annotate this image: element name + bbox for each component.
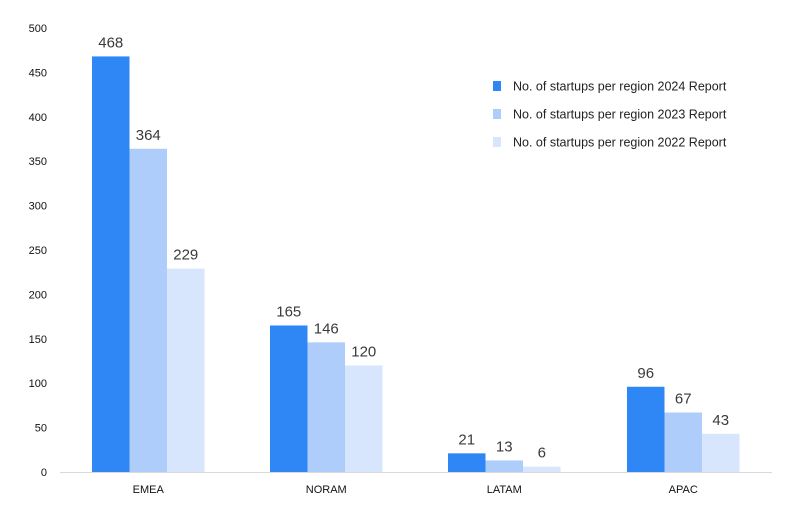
data-label: 13	[496, 438, 513, 455]
data-label: 120	[351, 343, 376, 360]
category-label: NORAM	[306, 484, 347, 496]
data-label: 146	[314, 320, 339, 337]
legend-swatch	[493, 137, 501, 147]
legend-swatch	[493, 109, 501, 119]
bar	[485, 460, 523, 472]
bar	[167, 268, 205, 472]
legend-label: No. of startups per region 2024 Report	[513, 80, 727, 94]
data-label: 6	[538, 445, 546, 462]
y-tick-label: 100	[29, 378, 47, 390]
y-tick-label: 450	[29, 67, 47, 79]
y-tick-label: 400	[29, 112, 47, 124]
bar	[664, 412, 702, 472]
category-label: EMEA	[133, 484, 165, 496]
legend-swatch	[493, 81, 501, 91]
y-tick-label: 300	[29, 201, 47, 213]
data-label: 43	[712, 412, 729, 429]
bar	[627, 386, 665, 472]
bar	[270, 325, 308, 472]
data-label: 165	[276, 303, 301, 320]
y-tick-label: 50	[35, 423, 47, 435]
data-label: 96	[637, 365, 654, 382]
bar	[523, 466, 561, 472]
bars-group	[92, 56, 740, 472]
bar	[702, 433, 740, 472]
bar	[307, 342, 345, 472]
legend-label: No. of startups per region 2023 Report	[513, 108, 727, 122]
y-axis-ticks: 0 50 100 150 200 250 300 350 400 450 500	[29, 23, 47, 479]
y-tick-label: 500	[29, 23, 47, 35]
data-label: 67	[675, 391, 692, 408]
data-label: 468	[98, 34, 123, 51]
bar	[345, 365, 383, 472]
legend: No. of startups per region 2024 Report No…	[493, 80, 727, 150]
bar	[92, 56, 130, 472]
legend-label: No. of startups per region 2022 Report	[513, 136, 727, 150]
x-axis-category-labels: EMEA NORAM LATAM APAC	[133, 484, 698, 496]
data-label: 21	[458, 431, 475, 448]
category-label: LATAM	[487, 484, 522, 496]
bar	[448, 453, 486, 472]
y-tick-label: 0	[41, 467, 47, 479]
category-label: APAC	[669, 484, 698, 496]
y-tick-label: 250	[29, 245, 47, 257]
y-tick-label: 200	[29, 289, 47, 301]
bar	[129, 148, 167, 472]
y-tick-label: 150	[29, 334, 47, 346]
data-label: 229	[173, 247, 198, 264]
data-labels-group: 468 364 229 165 146 120 21 13 6 96 67 43	[98, 34, 729, 461]
y-tick-label: 350	[29, 156, 47, 168]
data-label: 364	[136, 127, 161, 144]
